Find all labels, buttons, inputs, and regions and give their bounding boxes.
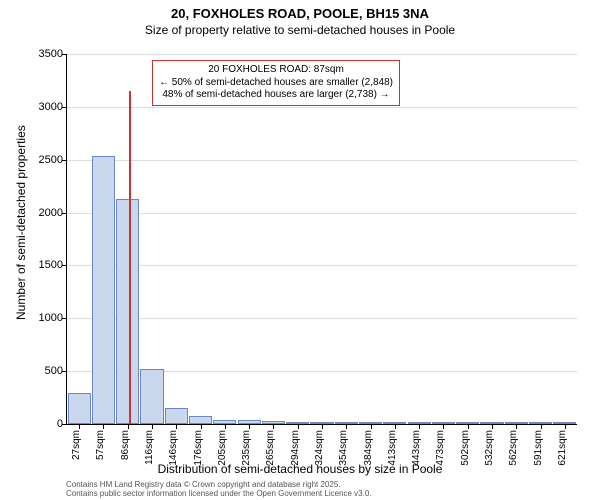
annotation-box: 20 FOXHOLES ROAD: 87sqm← 50% of semi-det… [152, 60, 400, 106]
x-tick-label: 532sqm [484, 430, 495, 466]
y-tick-label: 2500 [23, 154, 63, 166]
x-tick-label: 413sqm [387, 430, 398, 466]
x-tick-label: 235sqm [241, 430, 252, 466]
title-block: 20, FOXHOLES ROAD, POOLE, BH15 3NA Size … [0, 0, 600, 38]
y-tick-label: 500 [23, 365, 63, 377]
gridline-h [67, 213, 577, 214]
y-tick-label: 3000 [23, 101, 63, 113]
x-tick-mark [249, 424, 250, 429]
x-tick-mark [322, 424, 323, 429]
histogram-bar [140, 369, 163, 424]
x-tick-mark [201, 424, 202, 429]
y-tick-label: 3500 [23, 48, 63, 60]
x-tick-label: 591sqm [533, 430, 544, 466]
plot-region: 050010001500200025003000350027sqm57sqm86… [66, 54, 577, 425]
footer-line: Contains HM Land Registry data © Crown c… [66, 480, 372, 489]
x-tick-mark [541, 424, 542, 429]
x-tick-mark [273, 424, 274, 429]
x-tick-mark [346, 424, 347, 429]
y-tick-label: 1000 [23, 312, 63, 324]
x-tick-mark [395, 424, 396, 429]
x-tick-label: 176sqm [193, 430, 204, 466]
x-tick-mark [371, 424, 372, 429]
histogram-bar [68, 393, 91, 424]
x-tick-mark [492, 424, 493, 429]
chart-title: 20, FOXHOLES ROAD, POOLE, BH15 3NA [0, 6, 600, 23]
x-tick-mark [298, 424, 299, 429]
x-axis-label: Distribution of semi-detached houses by … [0, 462, 600, 476]
gridline-h [67, 318, 577, 319]
gridline-h [67, 265, 577, 266]
x-tick-label: 265sqm [265, 430, 276, 466]
histogram-bar [189, 416, 212, 424]
y-tick-label: 2000 [23, 207, 63, 219]
y-tick-label: 0 [23, 418, 63, 430]
x-tick-mark [468, 424, 469, 429]
property-marker-line [129, 91, 131, 424]
annotation-line: 48% of semi-detached houses are larger (… [159, 89, 393, 102]
x-tick-mark [128, 424, 129, 429]
x-tick-label: 562sqm [508, 430, 519, 466]
chart-area: 050010001500200025003000350027sqm57sqm86… [66, 54, 576, 424]
x-tick-label: 86sqm [120, 430, 131, 460]
gridline-h [67, 160, 577, 161]
histogram-bar [92, 156, 115, 425]
x-tick-mark [565, 424, 566, 429]
chart-subtitle: Size of property relative to semi-detach… [0, 23, 600, 39]
x-tick-mark [443, 424, 444, 429]
x-tick-label: 473sqm [435, 430, 446, 466]
x-tick-mark [79, 424, 80, 429]
x-tick-mark [103, 424, 104, 429]
gridline-h [67, 54, 577, 55]
x-tick-label: 146sqm [168, 430, 179, 466]
x-tick-label: 324sqm [314, 430, 325, 466]
x-tick-label: 384sqm [363, 430, 374, 466]
footer-line: Contains public sector information licen… [66, 489, 372, 498]
x-tick-mark [516, 424, 517, 429]
y-tick-label: 1500 [23, 259, 63, 271]
x-tick-mark [152, 424, 153, 429]
x-tick-label: 354sqm [338, 430, 349, 466]
x-tick-label: 621sqm [557, 430, 568, 466]
histogram-bar [165, 408, 188, 424]
x-tick-mark [419, 424, 420, 429]
chart-container: 20, FOXHOLES ROAD, POOLE, BH15 3NA Size … [0, 0, 600, 500]
annotation-line: 20 FOXHOLES ROAD: 87sqm [159, 64, 393, 77]
x-tick-label: 443sqm [411, 430, 422, 466]
x-tick-label: 205sqm [217, 430, 228, 466]
x-tick-label: 294sqm [290, 430, 301, 466]
x-tick-mark [176, 424, 177, 429]
x-tick-mark [225, 424, 226, 429]
x-tick-label: 27sqm [71, 430, 82, 460]
x-tick-label: 57sqm [95, 430, 106, 460]
footer-attribution: Contains HM Land Registry data © Crown c… [66, 480, 372, 498]
gridline-h [67, 107, 577, 108]
x-tick-label: 502sqm [460, 430, 471, 466]
annotation-line: ← 50% of semi-detached houses are smalle… [159, 77, 393, 90]
x-tick-label: 116sqm [144, 430, 155, 465]
